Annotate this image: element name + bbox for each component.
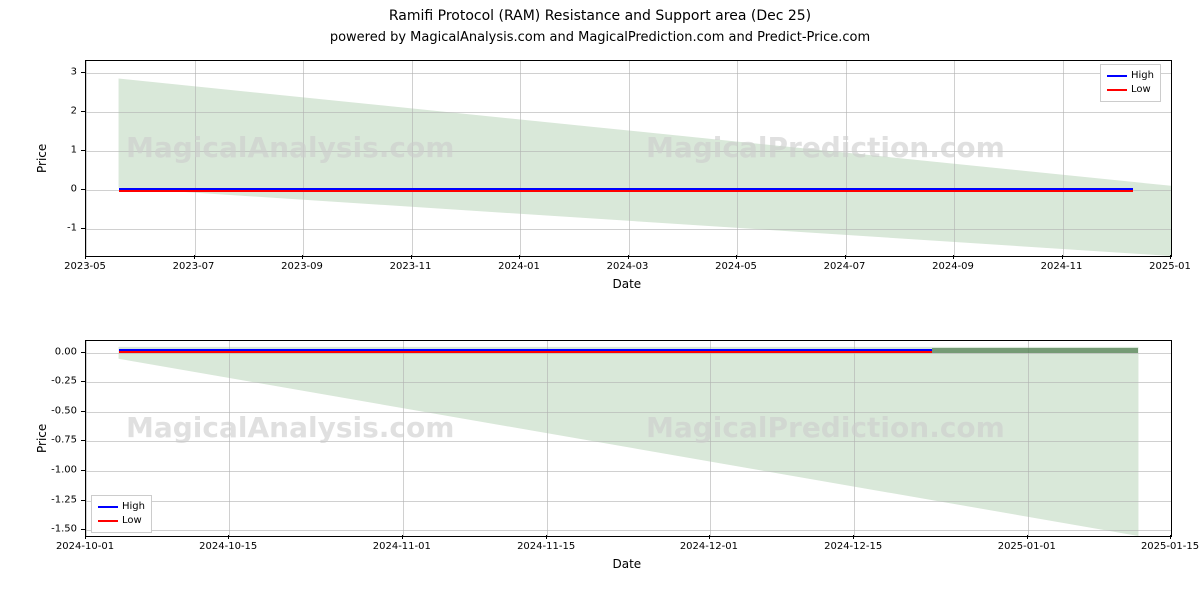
x-tick-label: 2023-07 (173, 261, 215, 272)
y-tick-label: 0 (47, 183, 77, 194)
y-tick-label: 2 (47, 105, 77, 116)
x-tick-label: 2024-10-15 (199, 541, 257, 552)
plot-area-bottom: MagicalAnalysis.com MagicalPrediction.co… (86, 341, 1171, 536)
x-tick-label: 2024-12-15 (824, 541, 882, 552)
chart-panel-top: MagicalAnalysis.com MagicalPrediction.co… (85, 60, 1172, 257)
x-tick-label: 2024-09 (932, 261, 974, 272)
x-tick-label: 2024-11-15 (517, 541, 575, 552)
y-tick-label: -1.50 (47, 524, 77, 535)
y-tick-label: 1 (47, 144, 77, 155)
legend-item-low: Low (1107, 83, 1154, 97)
chart-title: Ramifi Protocol (RAM) Resistance and Sup… (0, 8, 1200, 24)
legend-swatch-low (1107, 89, 1127, 91)
x-tick-label: 2025-01-01 (998, 541, 1056, 552)
legend-swatch-high (98, 506, 118, 508)
plot-area-top: MagicalAnalysis.com MagicalPrediction.co… (86, 61, 1171, 256)
watermark: MagicalPrediction.com (646, 411, 1005, 444)
y-axis-label-bottom: Price (35, 423, 49, 452)
low-line (119, 190, 1133, 192)
legend-label-low: Low (122, 514, 142, 528)
legend-swatch-high (1107, 75, 1127, 77)
y-tick-label: -0.25 (47, 376, 77, 387)
chart-subtitle: powered by MagicalAnalysis.com and Magic… (0, 30, 1200, 45)
legend-bottom: High Low (91, 495, 152, 533)
legend-top: High Low (1100, 64, 1161, 102)
x-axis-label-top: Date (613, 277, 642, 291)
y-tick-label: 3 (47, 66, 77, 77)
x-tick-label: 2024-11 (1041, 261, 1083, 272)
x-tick-label: 2023-09 (281, 261, 323, 272)
x-tick-label: 2024-07 (824, 261, 866, 272)
projection-band (932, 348, 1138, 353)
legend-label-low: Low (1131, 83, 1151, 97)
x-tick-label: 2023-11 (390, 261, 432, 272)
watermark: MagicalPrediction.com (646, 131, 1005, 164)
legend-label-high: High (1131, 69, 1154, 83)
legend-item-low: Low (98, 514, 145, 528)
x-tick-label: 2024-10-01 (56, 541, 114, 552)
x-tick-label: 2024-11-01 (373, 541, 431, 552)
x-tick-label: 2025-01 (1149, 261, 1191, 272)
watermark: MagicalAnalysis.com (126, 131, 454, 164)
y-tick-label: -1.25 (47, 494, 77, 505)
y-tick-label: -1.00 (47, 465, 77, 476)
legend-label-high: High (122, 500, 145, 514)
shaded-region-bottom (86, 341, 1171, 536)
x-tick-label: 2024-05 (715, 261, 757, 272)
y-tick-label: -0.50 (47, 405, 77, 416)
x-tick-label: 2024-01 (498, 261, 540, 272)
y-tick-label: -1 (47, 222, 77, 233)
x-axis-label-bottom: Date (613, 557, 642, 571)
watermark: MagicalAnalysis.com (126, 411, 454, 444)
legend-swatch-low (98, 520, 118, 522)
x-tick-label: 2024-12-01 (680, 541, 738, 552)
y-tick-label: 0.00 (47, 346, 77, 357)
y-axis-label-top: Price (35, 143, 49, 172)
y-tick-label: -0.75 (47, 435, 77, 446)
legend-item-high: High (98, 500, 145, 514)
x-tick-label: 2023-05 (64, 261, 106, 272)
legend-item-high: High (1107, 69, 1154, 83)
x-tick-label: 2025-01-15 (1141, 541, 1199, 552)
chart-page: Ramifi Protocol (RAM) Resistance and Sup… (0, 0, 1200, 600)
chart-panel-bottom: MagicalAnalysis.com MagicalPrediction.co… (85, 340, 1172, 537)
low-line (119, 351, 933, 353)
x-tick-label: 2024-03 (607, 261, 649, 272)
